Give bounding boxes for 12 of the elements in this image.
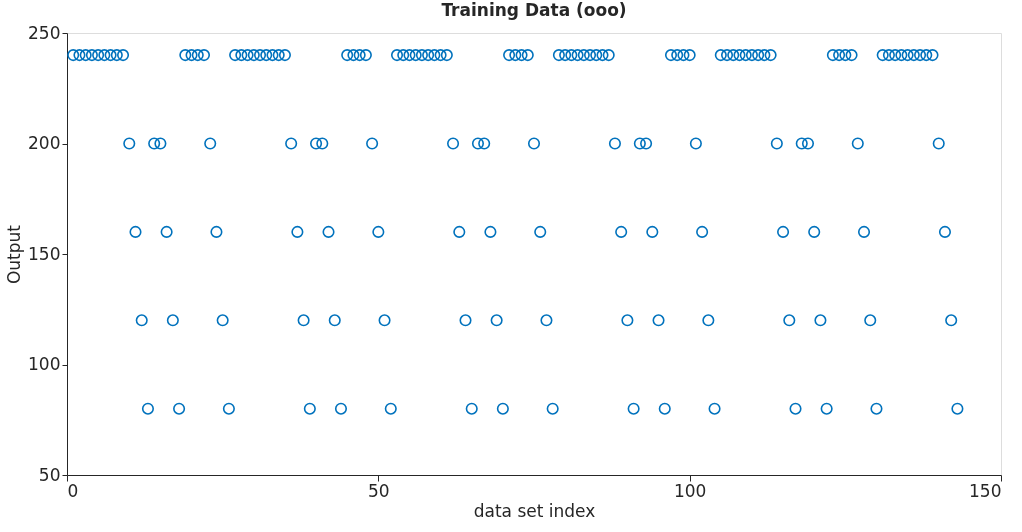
y-tick-label: 200 xyxy=(28,133,61,153)
x-tick-label: 100 xyxy=(673,480,707,501)
x-tick-label: 0 xyxy=(67,480,79,501)
y-axis-title: Output xyxy=(4,224,25,285)
chart-title: Training Data (ooo) xyxy=(441,0,627,20)
x-tick-label: 50 xyxy=(368,480,390,501)
x-axis-title: data set index xyxy=(473,500,596,521)
x-tick-label: 150 xyxy=(969,480,1002,501)
y-tick-label: 50 xyxy=(38,464,61,485)
y-tick-label: 100 xyxy=(28,354,61,374)
y-tick-label: 250 xyxy=(28,22,61,43)
y-tick-label: 150 xyxy=(28,243,61,264)
